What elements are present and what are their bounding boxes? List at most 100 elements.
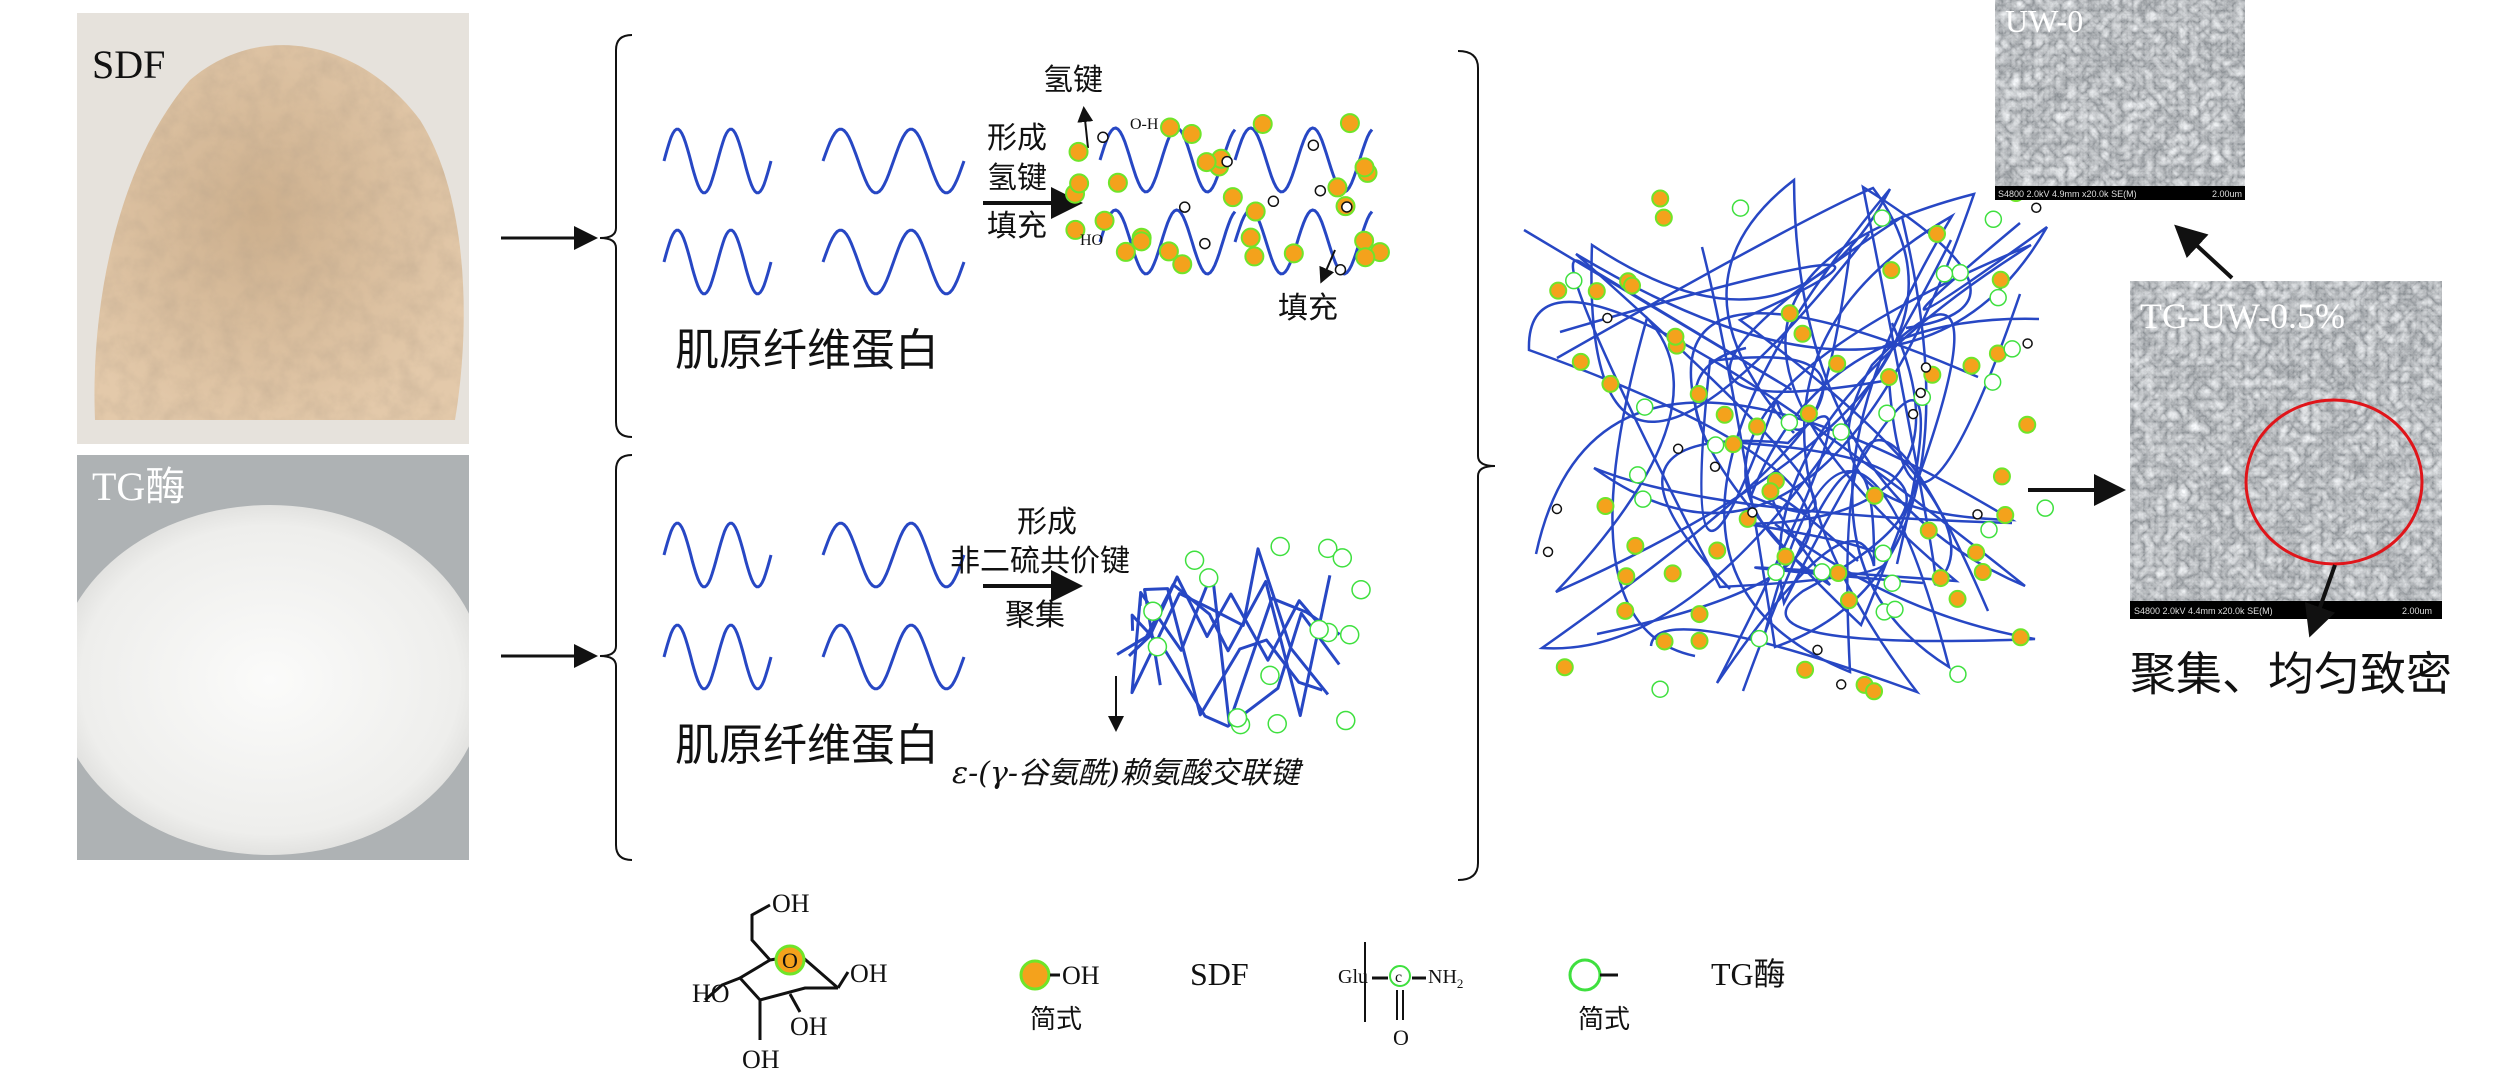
sdf-particle — [1776, 547, 1795, 566]
glucose-oh-lower: OH — [790, 1012, 828, 1041]
sdf-particle — [2018, 415, 2037, 434]
sdf-particle — [1748, 417, 1767, 436]
sdf-particle — [1068, 141, 1089, 162]
highlight-circle — [2244, 398, 2424, 566]
tg-sem-info: S4800 2.0kV 4.4mm x20.0k SE(M) — [2134, 606, 2273, 616]
tg-crosslink — [1951, 263, 1969, 282]
uw0-info: S4800 2.0kV 4.9mm x20.0k SE(M) — [1998, 189, 2137, 199]
protein-chain — [821, 228, 966, 296]
protein-chain — [1130, 547, 1330, 696]
arrow-label-nondisulfide: 非二硫共价键 — [950, 544, 1130, 579]
sdf-particle — [1793, 324, 1812, 343]
sdf-particle — [1327, 177, 1348, 198]
sdf-particle — [1601, 374, 1620, 393]
tg-sem-scale: 2.00um — [2402, 606, 2432, 616]
arrow-label-hbond: 氢键 — [987, 161, 1047, 196]
protein-label-top: 肌原纤维蛋白 — [675, 325, 939, 376]
tg-crosslink — [1336, 710, 1356, 731]
ho-label: HO — [1080, 232, 1103, 249]
sdf-particle — [1549, 281, 1568, 300]
sdf-particle — [1865, 486, 1884, 505]
sdf-particle — [1724, 435, 1743, 454]
oxygen-atom — [1835, 679, 1847, 690]
sdf-particle — [1829, 564, 1848, 583]
sdf-particle — [1690, 631, 1709, 650]
sdf-particle — [1626, 536, 1645, 555]
sdf-particle — [1252, 113, 1273, 134]
tg-crosslink — [1270, 536, 1290, 557]
sdf-particle — [1245, 201, 1266, 222]
tg-crosslink — [1813, 563, 1831, 581]
bracket-top — [599, 34, 633, 438]
tg-crosslink — [1767, 563, 1785, 582]
sdf-short-oh: OH — [1062, 961, 1100, 990]
tg-crosslink — [1227, 708, 1248, 728]
sdf-particle — [1973, 562, 1992, 581]
sdf-particle — [1839, 591, 1858, 610]
tg-crosslink — [1980, 520, 1998, 539]
protein-label-bottom: 肌原纤维蛋白 — [675, 720, 939, 771]
protein-chain — [1127, 575, 1333, 662]
tg-crosslink — [1780, 413, 1799, 432]
sdf-particle — [1690, 605, 1709, 624]
oxygen-atom — [1915, 387, 1926, 399]
arrow-to-uw0 — [2174, 224, 2234, 280]
tg-crosslink — [1332, 548, 1353, 568]
sdf-particle — [1651, 189, 1670, 208]
oxygen-atom — [1672, 443, 1684, 455]
protein-chain — [662, 623, 773, 691]
sdf-particle — [1158, 241, 1179, 262]
tg-crosslink — [1874, 544, 1892, 563]
tg-short-form-icon — [1568, 958, 1602, 992]
protein-chain — [821, 623, 966, 691]
tg-photo-label: TG酶 — [92, 464, 185, 509]
uw0-scale: 2.00um — [2212, 189, 2242, 199]
protein-chain — [1590, 188, 1990, 674]
sem-image-tg: S4800 2.0kV 4.4mm x20.0k SE(M) 2.00um TG… — [2130, 281, 2442, 619]
glu-label: Glu — [1338, 966, 1368, 988]
protein-chain — [1233, 126, 1374, 194]
sdf-particle — [1689, 385, 1708, 404]
sdf-particle — [1131, 231, 1152, 252]
sdf-particle — [1623, 276, 1642, 295]
protein-chain — [1744, 243, 2032, 607]
legend: O OH OH HO OH OH OH 简式 SDF Glu c NH2 O 简… — [692, 889, 1786, 1074]
sdf-particle — [1065, 219, 1086, 240]
sdf-particle — [1666, 327, 1685, 346]
tg-crosslink — [1878, 404, 1896, 422]
tg-crosslink — [1267, 714, 1287, 734]
sdf-particle — [1094, 210, 1115, 231]
sdf-particle — [1865, 682, 1884, 701]
tg-crosslink — [1989, 288, 2007, 307]
tg-crosslink — [1706, 436, 1725, 454]
sdf-particle — [1172, 254, 1193, 275]
combined-protein-network — [1523, 177, 2055, 701]
oxygen-atom — [1341, 201, 1353, 213]
sdf-particle — [1244, 246, 1265, 267]
tg-crosslink — [1651, 680, 1669, 698]
oxygen-atom — [1747, 507, 1758, 518]
sdf-particle — [1240, 227, 1261, 248]
sdf-particle — [1828, 354, 1847, 373]
sem-image-uw0: S4800 2.0kV 4.9mm x20.0k SE(M) 2.00um UW… — [1995, 0, 2245, 200]
protein-chain — [1593, 192, 2013, 585]
carbon-marker — [1389, 965, 1411, 987]
tg-crosslink — [1635, 398, 1654, 416]
sdf-particle — [1587, 282, 1606, 301]
tg-crosslink — [1318, 538, 1338, 559]
tg-crosslink — [1883, 574, 1901, 592]
oxygen-atom — [1907, 408, 1919, 420]
carbonyl-o-label: O — [1393, 1025, 1409, 1050]
short-form-label-1: 简式 — [1030, 1005, 1082, 1035]
tg-legend-name: TG酶 — [1711, 956, 1786, 992]
tg-sem-label: TG-UW-0.5% — [2140, 296, 2345, 336]
tg-crosslink — [1731, 199, 1750, 217]
sdf-particle — [2011, 628, 2030, 647]
oxygen-atom — [1097, 131, 1109, 144]
bracket-right — [1457, 50, 1496, 881]
tg-crosslink — [1984, 210, 2003, 229]
myofibrillar-protein-waves — [662, 127, 966, 691]
sdf-photo-label: SDF — [92, 42, 165, 87]
sdf-photo: SDF — [77, 13, 469, 444]
sdf-particle — [1992, 467, 2011, 486]
